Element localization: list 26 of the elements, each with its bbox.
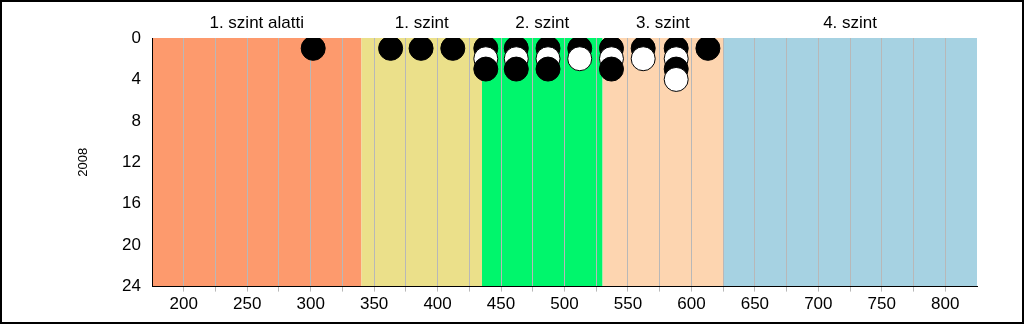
x-tick-label: 200 [169, 294, 198, 314]
x-tick-label: 550 [613, 294, 643, 314]
x-tick-label: 250 [233, 294, 262, 314]
y-tick-label: 24 [122, 276, 141, 296]
x-tick-label: 500 [550, 294, 579, 314]
band-label: 4. szint [823, 13, 878, 33]
band-label: 3. szint [635, 13, 691, 33]
y-tick-label: 0 [131, 27, 141, 47]
y-tick-label: 20 [122, 234, 141, 254]
x-tick-label: 600 [677, 294, 706, 314]
y-tick-label: 4 [131, 69, 141, 89]
y-tick-label: 12 [122, 151, 141, 171]
y-axis-title: 2008 [75, 147, 91, 177]
x-tick-label: 450 [486, 294, 516, 314]
band-label: 2. szint [515, 13, 570, 33]
x-tick-label: 300 [296, 294, 325, 314]
band-label: 1. szint [394, 13, 449, 33]
y-tick-label: 8 [131, 110, 141, 130]
band-label: 1. szint alatti [209, 13, 304, 33]
x-tick-label: 400 [423, 294, 452, 314]
x-tick-label: 650 [740, 294, 770, 314]
y-tick-label: 16 [122, 193, 141, 213]
x-tick-label: 700 [804, 294, 833, 314]
x-tick-label: 800 [931, 294, 960, 314]
x-tick-label: 350 [359, 294, 389, 314]
x-tick-label: 750 [867, 294, 896, 314]
